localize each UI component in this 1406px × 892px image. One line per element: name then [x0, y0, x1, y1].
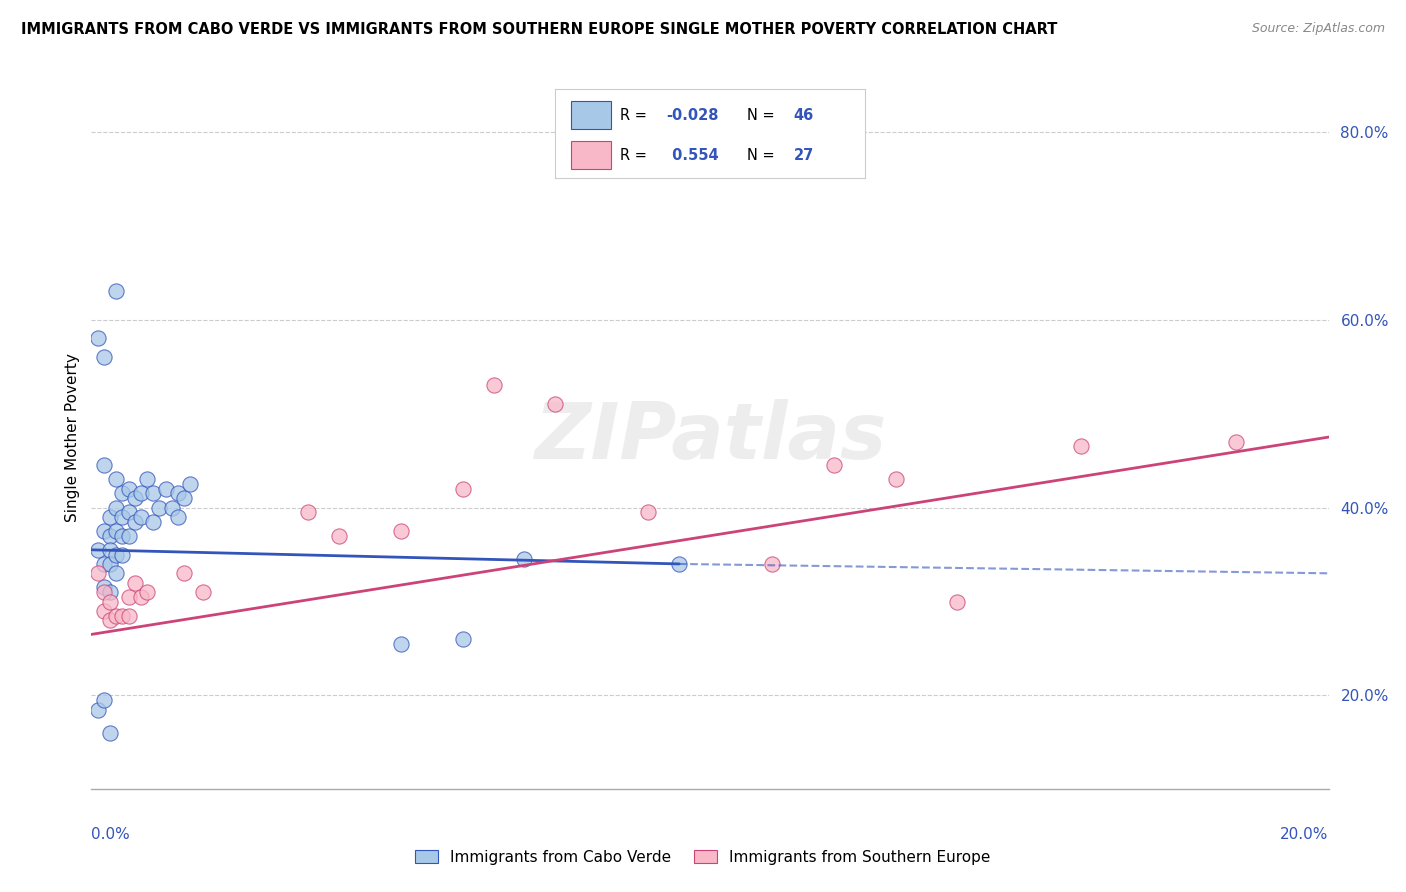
Point: [668, 557, 690, 571]
Point: [1225, 434, 1247, 449]
Point: [637, 505, 659, 519]
Point: [93, 604, 115, 618]
Point: [136, 585, 159, 599]
Text: 0.0%: 0.0%: [91, 827, 131, 841]
Point: [544, 397, 567, 411]
Point: [98, 585, 121, 599]
Text: Source: ZipAtlas.com: Source: ZipAtlas.com: [1251, 22, 1385, 36]
Point: [129, 486, 152, 500]
Point: [191, 585, 214, 599]
Point: [761, 557, 783, 571]
Point: [129, 510, 152, 524]
Point: [105, 524, 128, 538]
Bar: [571, 141, 612, 169]
Point: [142, 486, 165, 500]
Point: [105, 472, 128, 486]
Point: [98, 529, 121, 543]
Point: [136, 472, 159, 486]
Point: [93, 585, 115, 599]
Text: 46: 46: [793, 108, 814, 122]
Text: R =: R =: [620, 148, 647, 162]
Point: [93, 458, 115, 473]
Point: [86, 331, 108, 345]
Point: [86, 702, 108, 716]
Bar: [571, 101, 612, 129]
Point: [93, 581, 115, 595]
Point: [328, 529, 350, 543]
Text: N =: N =: [747, 148, 775, 162]
Text: -0.028: -0.028: [666, 108, 720, 122]
Point: [93, 524, 115, 538]
Point: [148, 500, 170, 515]
Point: [451, 632, 474, 646]
Text: N =: N =: [747, 108, 775, 122]
Point: [111, 548, 134, 562]
Text: 20.0%: 20.0%: [1281, 827, 1329, 841]
Text: ZIPatlas: ZIPatlas: [534, 399, 886, 475]
Point: [98, 594, 121, 608]
Point: [946, 594, 969, 608]
Point: [155, 482, 177, 496]
Point: [117, 505, 139, 519]
Point: [167, 486, 190, 500]
Point: [98, 542, 121, 557]
Text: 27: 27: [793, 148, 814, 162]
Point: [93, 350, 115, 364]
Y-axis label: Single Mother Poverty: Single Mother Poverty: [65, 352, 80, 522]
Text: 0.554: 0.554: [666, 148, 718, 162]
Point: [111, 510, 134, 524]
Point: [129, 590, 152, 604]
Point: [482, 378, 505, 392]
Point: [117, 590, 139, 604]
Point: [86, 542, 108, 557]
Point: [111, 608, 134, 623]
Point: [823, 458, 845, 473]
Legend: Immigrants from Cabo Verde, Immigrants from Southern Europe: Immigrants from Cabo Verde, Immigrants f…: [409, 844, 997, 871]
Point: [98, 726, 121, 740]
Point: [124, 575, 146, 590]
Point: [117, 529, 139, 543]
Point: [142, 515, 165, 529]
Point: [160, 500, 183, 515]
Point: [98, 613, 121, 627]
Point: [98, 557, 121, 571]
Text: IMMIGRANTS FROM CABO VERDE VS IMMIGRANTS FROM SOUTHERN EUROPE SINGLE MOTHER POVE: IMMIGRANTS FROM CABO VERDE VS IMMIGRANTS…: [21, 22, 1057, 37]
Point: [117, 608, 139, 623]
Point: [1070, 440, 1092, 454]
Point: [513, 552, 536, 566]
Point: [173, 566, 195, 581]
Point: [389, 524, 412, 538]
Point: [111, 486, 134, 500]
Point: [117, 482, 139, 496]
Point: [111, 529, 134, 543]
Point: [105, 608, 128, 623]
Point: [93, 693, 115, 707]
Point: [884, 472, 907, 486]
Point: [124, 491, 146, 505]
Point: [179, 477, 201, 491]
Point: [105, 500, 128, 515]
Point: [105, 285, 128, 299]
Point: [173, 491, 195, 505]
Point: [98, 510, 121, 524]
Point: [93, 557, 115, 571]
Point: [389, 637, 412, 651]
Point: [451, 482, 474, 496]
Point: [86, 566, 108, 581]
Point: [105, 548, 128, 562]
Text: R =: R =: [620, 108, 647, 122]
Point: [105, 566, 128, 581]
Point: [167, 510, 190, 524]
Point: [297, 505, 319, 519]
Point: [124, 515, 146, 529]
